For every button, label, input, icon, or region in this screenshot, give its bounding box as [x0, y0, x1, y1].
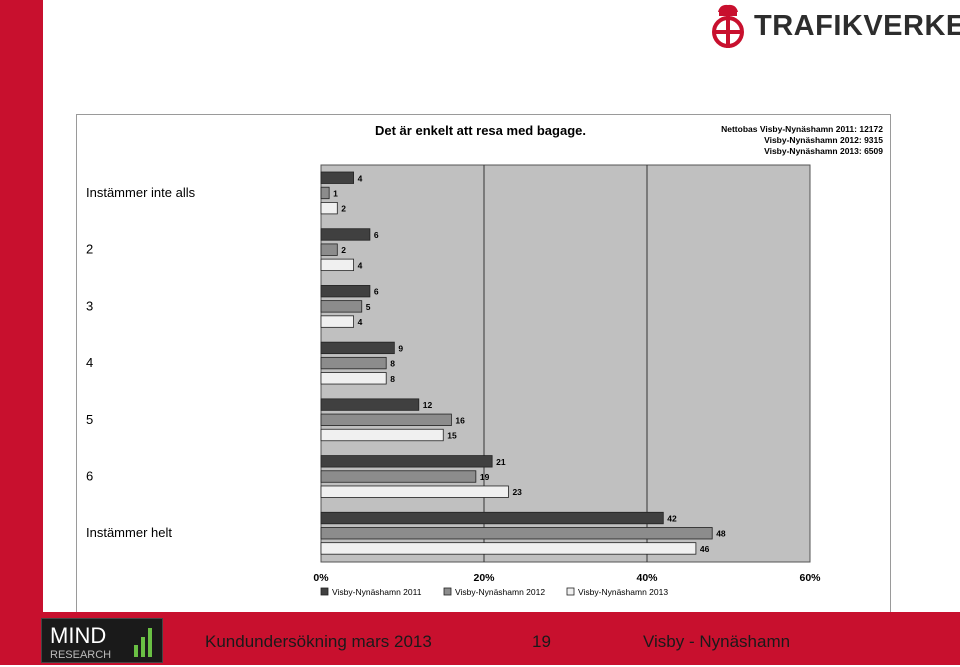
- bar: [320, 341, 395, 355]
- legend-swatch: [443, 587, 452, 596]
- data-label: 2: [341, 245, 346, 255]
- bar: [320, 455, 493, 468]
- category-label: 2: [86, 242, 93, 257]
- data-label: 4: [358, 317, 363, 327]
- legend-swatch: [566, 587, 575, 596]
- bar: [320, 511, 664, 525]
- data-label: 9: [398, 343, 403, 353]
- bar: [320, 228, 371, 241]
- data-label: 15: [447, 431, 457, 441]
- nettobas-line: Nettobas Visby-Nynäshamn 2011: 12172: [721, 124, 883, 134]
- x-tick-label: 0%: [313, 572, 329, 584]
- bar: [320, 186, 330, 200]
- data-label: 16: [455, 415, 465, 425]
- bar: [320, 372, 387, 385]
- category-label: Instämmer helt: [86, 525, 172, 540]
- nettobas-line: Visby-Nynäshamn 2012: 9315: [764, 135, 883, 145]
- category-label: 5: [86, 412, 93, 427]
- trafikverket-logo-icon: [712, 4, 744, 48]
- route-label: Visby - Nynäshamn: [643, 632, 791, 651]
- data-label: 8: [390, 374, 395, 384]
- legend-label: Visby-Nynäshamn 2013: [578, 587, 668, 597]
- x-tick-label: 40%: [636, 572, 658, 584]
- logo-main-text: MIND: [50, 623, 106, 648]
- bar: [320, 243, 338, 256]
- bar: [320, 171, 354, 184]
- data-label: 4: [358, 260, 363, 270]
- bar: [320, 258, 354, 272]
- bar: [320, 485, 509, 498]
- bar: [320, 300, 363, 313]
- bar: [320, 542, 697, 555]
- logo-bar-icon: [141, 637, 145, 657]
- legend-swatch: [320, 587, 329, 596]
- bar: [320, 428, 444, 442]
- category-label: 3: [86, 298, 93, 313]
- category-label: 6: [86, 469, 93, 484]
- survey-label: Kundundersökning mars 2013: [205, 632, 432, 651]
- category-label: Instämmer inte alls: [86, 185, 196, 200]
- mind-research-logo: MIND RESEARCH: [41, 618, 163, 663]
- legend-label: Visby-Nynäshamn 2011: [332, 587, 422, 597]
- bar: [320, 398, 420, 411]
- data-label: 48: [716, 529, 726, 539]
- bar: [320, 315, 354, 328]
- x-tick-label: 20%: [473, 572, 495, 584]
- bar: [320, 413, 452, 426]
- bar: [320, 356, 387, 370]
- legend-label: Visby-Nynäshamn 2012: [455, 587, 545, 597]
- data-label: 12: [423, 400, 433, 410]
- logo-bar-icon: [134, 645, 138, 657]
- nettobas-line: Visby-Nynäshamn 2013: 6509: [764, 146, 883, 156]
- data-label: 19: [480, 472, 490, 482]
- data-label: 6: [374, 230, 379, 240]
- chart-panel: Det är enkelt att resa med bagage. Nettob…: [76, 114, 891, 614]
- bar-chart: Det är enkelt att resa med bagage. Nettob…: [86, 123, 883, 597]
- data-label: 4: [358, 173, 363, 183]
- bar: [320, 202, 338, 215]
- data-label: 6: [374, 287, 379, 297]
- x-tick-label: 60%: [799, 572, 821, 584]
- category-label: 4: [86, 355, 93, 370]
- data-label: 1: [333, 188, 338, 198]
- brand-name: TRAFIKVERKET: [754, 10, 960, 42]
- logo-bar-icon: [148, 628, 152, 657]
- bar: [320, 470, 477, 483]
- bar: [320, 527, 713, 540]
- data-label: 5: [366, 302, 371, 312]
- chart-title: Det är enkelt att resa med bagage.: [375, 123, 586, 138]
- data-label: 46: [700, 544, 710, 554]
- data-label: 42: [667, 514, 677, 524]
- bar: [320, 285, 371, 298]
- left-accent-band: [0, 0, 43, 665]
- data-label: 21: [496, 457, 506, 467]
- page-number: 19: [532, 632, 551, 651]
- data-label: 8: [390, 359, 395, 369]
- data-label: 23: [512, 487, 522, 497]
- data-label: 2: [341, 204, 346, 214]
- logo-sub-text: RESEARCH: [50, 649, 111, 661]
